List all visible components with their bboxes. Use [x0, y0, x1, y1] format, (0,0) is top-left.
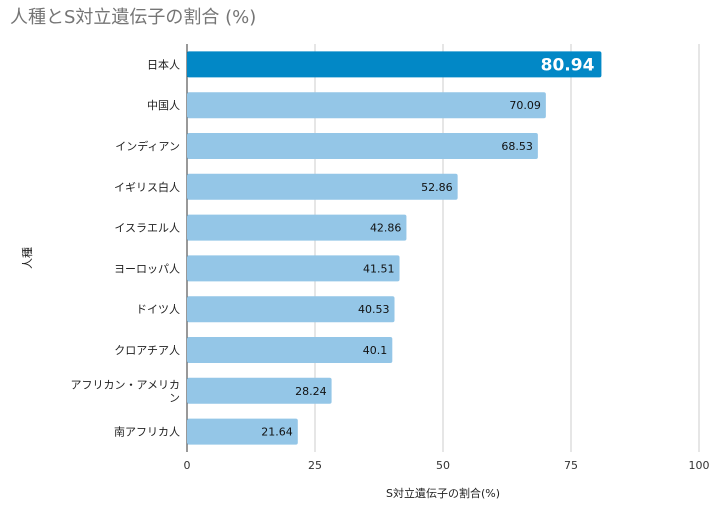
data-label: 70.09 — [509, 99, 541, 112]
bars — [187, 51, 602, 445]
data-label: 40.1 — [363, 344, 388, 357]
bar — [187, 214, 407, 241]
data-label: 68.53 — [501, 140, 533, 153]
data-label: 52.86 — [421, 181, 453, 194]
category-label-line: アフリカン・アメリカ — [71, 378, 180, 391]
category-label: インディアン — [115, 139, 180, 153]
category-label: ドイツ人 — [136, 303, 180, 316]
category-label: 日本人 — [147, 57, 180, 71]
bar — [187, 173, 458, 200]
category-label: ヨーロッパ人 — [114, 262, 180, 275]
y-axis-label: 人種 — [20, 247, 34, 269]
category-label-line: ドイツ人 — [136, 303, 180, 316]
chart-title: 人種とS対立遺伝子の割合 (%) — [10, 7, 257, 28]
x-tick-labels: 0 25 50 75 100 — [184, 459, 710, 472]
data-label: 40.53 — [358, 303, 390, 316]
bar — [187, 377, 332, 404]
data-label-highlighted: 80.94 — [541, 55, 595, 75]
category-label: イギリス白人 — [114, 180, 180, 194]
category-label-line: 中国人 — [147, 99, 180, 112]
bar — [187, 255, 400, 282]
category-label-line: ヨーロッパ人 — [114, 262, 180, 275]
x-tick-label: 0 — [184, 459, 191, 472]
data-labels: 80.94 70.09 68.53 52.86 42.86 41.51 40.53 40.1 2… — [261, 55, 594, 438]
data-label: 21.64 — [261, 426, 293, 439]
bar-highlighted — [187, 51, 602, 78]
x-tick-label: 50 — [436, 459, 450, 472]
category-label-line: クロアチア人 — [114, 344, 180, 357]
category-label: 中国人 — [147, 99, 180, 112]
bar — [187, 337, 393, 363]
x-tick-label: 25 — [308, 459, 322, 472]
category-label: クロアチア人 — [114, 344, 180, 357]
x-tick-label: 75 — [564, 459, 578, 472]
category-label-line: 日本人 — [147, 57, 180, 71]
x-axis-label: S対立遺伝子の割合(%) — [386, 486, 500, 500]
data-label: 28.24 — [295, 385, 327, 398]
category-labels: 日本人中国人インディアンイギリス白人イスラエル人ヨーロッパ人ドイツ人クロアチア人… — [71, 57, 180, 438]
x-tick-label: 100 — [689, 459, 710, 472]
bar — [187, 133, 538, 159]
data-label: 41.51 — [363, 262, 395, 275]
data-label: 42.86 — [370, 222, 402, 235]
bar — [187, 296, 395, 323]
category-label-line: イギリス白人 — [114, 180, 180, 194]
category-label: 南アフリカ人 — [114, 426, 180, 439]
category-label: イスラエル人 — [114, 222, 180, 235]
category-label-line: 南アフリカ人 — [114, 426, 180, 439]
bar — [187, 92, 546, 119]
category-label: アフリカン・アメリカン — [71, 378, 180, 404]
category-label-line: イスラエル人 — [114, 222, 180, 235]
category-label-line: インディアン — [115, 139, 180, 153]
category-label-line: ン — [169, 391, 180, 404]
bar — [187, 418, 298, 445]
